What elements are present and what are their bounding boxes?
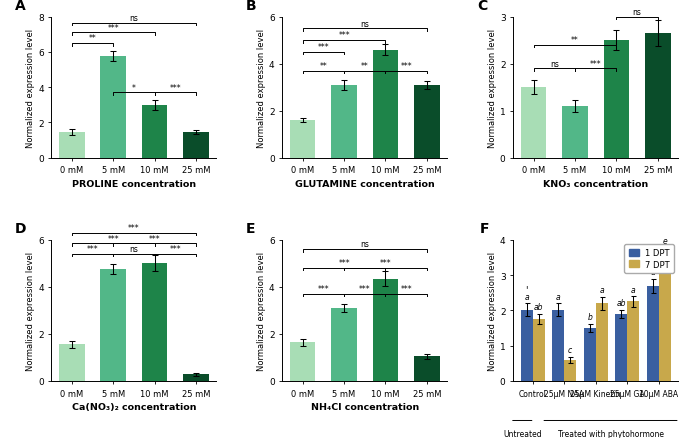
Bar: [533, 319, 545, 381]
Text: *: *: [132, 84, 136, 92]
Bar: [373, 279, 398, 381]
Text: d: d: [650, 268, 655, 276]
X-axis label: Ca(NO₃)₂ concentration: Ca(NO₃)₂ concentration: [72, 402, 196, 411]
Text: Treated with phytohormone: Treated with phytohormone: [558, 429, 664, 438]
Text: ***: ***: [169, 244, 181, 254]
Text: ***: ***: [318, 43, 329, 52]
Text: F: F: [480, 222, 490, 236]
Text: a: a: [525, 292, 529, 301]
Bar: [332, 85, 357, 159]
Bar: [596, 304, 608, 381]
Text: ns: ns: [129, 14, 138, 23]
Bar: [659, 256, 671, 381]
Bar: [290, 121, 316, 159]
Bar: [373, 50, 398, 159]
Text: ***: ***: [400, 285, 412, 293]
Text: b: b: [587, 313, 592, 321]
Text: **: **: [571, 36, 579, 45]
Bar: [59, 345, 84, 381]
Y-axis label: Normalized expression level: Normalized expression level: [488, 28, 497, 148]
X-axis label: KNO₃ concentration: KNO₃ concentration: [543, 179, 648, 188]
Bar: [627, 302, 639, 381]
Text: c: c: [568, 346, 572, 355]
Text: ***: ***: [338, 259, 350, 268]
Text: ***: ***: [379, 259, 391, 268]
Bar: [603, 41, 630, 159]
Legend: 1 DPT, 7 DPT: 1 DPT, 7 DPT: [624, 244, 674, 273]
Text: ***: ***: [108, 24, 119, 33]
Text: ns: ns: [129, 244, 138, 254]
Text: ab: ab: [534, 303, 543, 312]
X-axis label: GLUTAMINE concentration: GLUTAMINE concentration: [295, 179, 435, 188]
Text: D: D: [15, 222, 27, 236]
Bar: [645, 34, 671, 159]
Text: **: **: [361, 62, 369, 71]
Bar: [100, 269, 126, 381]
Text: ***: ***: [108, 234, 119, 243]
Y-axis label: Normalized expression level: Normalized expression level: [488, 251, 497, 370]
Y-axis label: Normalized expression level: Normalized expression level: [26, 251, 35, 370]
Text: **: **: [88, 34, 97, 43]
Text: E: E: [246, 222, 256, 236]
Text: ns: ns: [633, 8, 642, 17]
Bar: [615, 314, 627, 381]
Text: Untreated: Untreated: [503, 429, 542, 438]
Text: a: a: [556, 292, 560, 301]
Bar: [142, 106, 167, 159]
Text: e: e: [662, 237, 667, 246]
Bar: [59, 133, 84, 159]
Bar: [183, 374, 209, 381]
Text: ***: ***: [149, 234, 160, 243]
X-axis label: NH₄Cl concentration: NH₄Cl concentration: [310, 402, 419, 411]
Bar: [552, 310, 564, 381]
Bar: [142, 264, 167, 381]
Bar: [183, 133, 209, 159]
Bar: [521, 88, 547, 159]
Text: ': ': [525, 285, 528, 295]
Text: ab: ab: [616, 298, 626, 307]
Text: ***: ***: [128, 223, 140, 233]
Text: ***: ***: [318, 285, 329, 293]
Text: ***: ***: [338, 32, 350, 40]
Text: a: a: [631, 285, 636, 294]
Y-axis label: Normalized expression level: Normalized expression level: [26, 28, 35, 148]
Text: B: B: [246, 0, 257, 13]
Text: ***: ***: [359, 285, 371, 293]
Bar: [414, 85, 440, 159]
Bar: [414, 357, 440, 381]
Text: C: C: [477, 0, 487, 13]
Text: ***: ***: [86, 244, 98, 254]
Text: a: a: [599, 286, 604, 295]
Bar: [100, 57, 126, 159]
Bar: [584, 328, 596, 381]
Text: A: A: [15, 0, 26, 13]
Bar: [332, 308, 357, 381]
Text: ns: ns: [360, 240, 369, 249]
Y-axis label: Normalized expression level: Normalized expression level: [257, 251, 266, 370]
Text: ns: ns: [550, 60, 559, 68]
Bar: [647, 286, 659, 381]
Text: **: **: [319, 62, 327, 71]
Bar: [562, 107, 588, 159]
Text: ***: ***: [400, 62, 412, 71]
Bar: [521, 310, 533, 381]
Text: ***: ***: [590, 60, 601, 68]
Bar: [564, 360, 576, 381]
Text: ns: ns: [360, 20, 369, 28]
Text: ***: ***: [169, 84, 181, 92]
Bar: [290, 343, 316, 381]
Y-axis label: Normalized expression level: Normalized expression level: [257, 28, 266, 148]
X-axis label: PROLINE concentration: PROLINE concentration: [72, 179, 196, 188]
